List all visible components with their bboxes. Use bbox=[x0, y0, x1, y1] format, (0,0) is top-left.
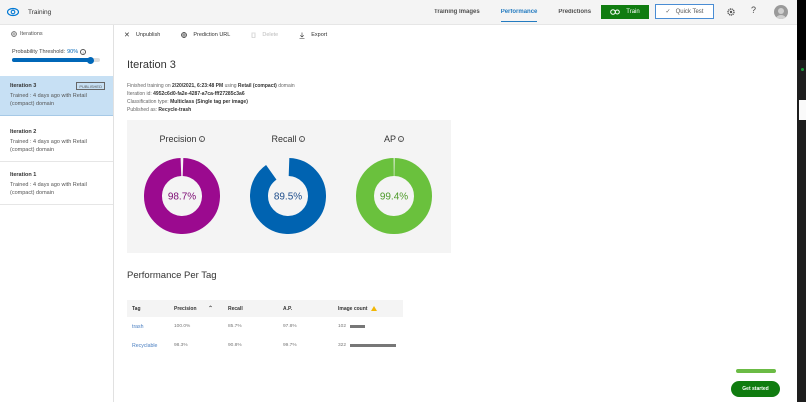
iteration-desc: Trained : 4 days ago with Retail (compac… bbox=[10, 93, 87, 107]
app-title: Training bbox=[28, 8, 52, 16]
classification-line: Classification type: Multiclass (Single … bbox=[127, 99, 248, 105]
download-icon bbox=[299, 32, 305, 39]
slider-fill bbox=[12, 58, 90, 62]
svg-text:99.4%: 99.4% bbox=[380, 192, 408, 203]
tag-link[interactable]: trash bbox=[132, 323, 144, 330]
close-icon: ✕ bbox=[124, 32, 130, 39]
export-button[interactable]: Export bbox=[299, 31, 327, 39]
cell-ap: 97.8% bbox=[283, 324, 297, 329]
cell-recall: 90.8% bbox=[228, 343, 242, 348]
brand[interactable]: Training bbox=[7, 6, 51, 18]
quick-test-label: Quick Test bbox=[675, 8, 704, 15]
info-icon[interactable]: i bbox=[198, 136, 205, 142]
precision-donut: 98.7% bbox=[144, 158, 220, 234]
get-started-button[interactable]: Get started bbox=[731, 381, 780, 397]
train-button[interactable]: Train bbox=[601, 5, 649, 19]
check-icon: ✓ bbox=[665, 9, 671, 15]
table-row: trash 100.0% 85.7% 97.8% 102 bbox=[127, 317, 403, 336]
progress-indicator bbox=[736, 369, 776, 373]
delete-button[interactable]: Delete bbox=[251, 31, 278, 39]
trash-icon bbox=[251, 32, 256, 38]
metrics-panel: Precision i 98.7% Recall i 89.5% AP i 99.4% bbox=[127, 120, 451, 253]
avatar[interactable] bbox=[774, 5, 788, 19]
recall-donut: 89.5% bbox=[250, 158, 326, 234]
performance-per-tag-title: Performance Per Tag bbox=[127, 270, 217, 281]
background-window bbox=[797, 0, 806, 402]
help-icon[interactable]: ? bbox=[751, 5, 757, 15]
col-image-count[interactable]: Image count bbox=[333, 306, 403, 312]
iterations-heading: Iterations bbox=[11, 31, 43, 37]
iteration-name: Iteration 3 bbox=[10, 83, 37, 89]
col-ap[interactable]: A.P. bbox=[283, 305, 293, 312]
iteration-name: Iteration 1 bbox=[10, 172, 37, 178]
tab-predictions[interactable]: Predictions bbox=[558, 9, 592, 15]
iterations-icon bbox=[11, 31, 17, 37]
eye-icon bbox=[7, 7, 19, 17]
quick-test-button[interactable]: ✓ Quick Test bbox=[655, 4, 714, 19]
cell-precision: 100.0% bbox=[174, 324, 191, 329]
iteration-desc: Trained : 4 days ago with Retail (compac… bbox=[10, 182, 87, 196]
iteration-item-2[interactable]: Iteration 2 Trained : 4 days ago with Re… bbox=[0, 122, 113, 162]
col-precision[interactable]: Precision ⌃ bbox=[174, 305, 214, 312]
info-icon[interactable]: i bbox=[80, 49, 87, 55]
cell-ap: 99.7% bbox=[283, 343, 297, 348]
top-bar: Training Training Images Performance Pre… bbox=[0, 0, 797, 25]
iterations-sidebar: Iterations Probability Threshold: 90% i … bbox=[0, 25, 114, 402]
iteration-details: Finished training on 2/20/2021, 6:23:48 … bbox=[127, 82, 295, 114]
col-recall[interactable]: Recall bbox=[228, 305, 243, 312]
iteration-item-3[interactable]: Iteration 3 PUBLISHED Trained : 4 days a… bbox=[0, 76, 113, 116]
per-tag-table: Tag Precision ⌃ Recall A.P. Image count t… bbox=[127, 300, 403, 355]
table-row: Recyclable 98.3% 90.8% 99.7% 322 bbox=[127, 336, 403, 355]
ap-donut: 99.4% bbox=[356, 158, 432, 234]
svg-text:98.7%: 98.7% bbox=[168, 192, 196, 203]
gears-icon bbox=[610, 9, 621, 15]
slider-thumb[interactable] bbox=[87, 56, 94, 64]
cell-recall: 85.7% bbox=[228, 324, 242, 329]
warning-icon bbox=[371, 306, 378, 311]
published-line: Published as: Recycle-trash bbox=[127, 107, 192, 113]
cell-precision: 98.3% bbox=[174, 343, 188, 348]
threshold-slider[interactable] bbox=[12, 56, 100, 64]
page-title: Iteration 3 bbox=[127, 59, 176, 71]
gear-icon[interactable] bbox=[727, 8, 735, 16]
finished-line: Finished training on 2/20/2021, 6:23:48 … bbox=[127, 83, 295, 89]
info-icon[interactable]: i bbox=[298, 136, 305, 142]
info-icon[interactable]: i bbox=[398, 136, 404, 142]
cell-image-count: 102 bbox=[333, 324, 403, 329]
iteration-item-1[interactable]: Iteration 1 Trained : 4 days ago with Re… bbox=[0, 165, 113, 205]
iteration-name: Iteration 2 bbox=[10, 129, 37, 135]
train-label: Train bbox=[626, 9, 640, 15]
threshold-value: 90% bbox=[67, 49, 79, 55]
unpublish-button[interactable]: ✕ Unpublish bbox=[124, 32, 161, 39]
main-content: ✕ Unpublish Prediction URL Delete Export … bbox=[115, 25, 797, 402]
command-bar: ✕ Unpublish Prediction URL Delete Export bbox=[124, 31, 348, 39]
tab-performance[interactable]: Performance bbox=[500, 0, 537, 25]
col-tag[interactable]: Tag bbox=[132, 305, 141, 312]
prediction-url-button[interactable]: Prediction URL bbox=[181, 31, 230, 39]
tag-link[interactable]: Recyclable bbox=[132, 342, 158, 349]
main-nav: Training Images Performance Predictions bbox=[434, 0, 612, 25]
table-header: Tag Precision ⌃ Recall A.P. Image count bbox=[127, 300, 403, 317]
globe-icon bbox=[181, 32, 188, 38]
svg-text:89.5%: 89.5% bbox=[274, 192, 302, 203]
iteration-desc: Trained : 4 days ago with Retail (compac… bbox=[10, 139, 87, 153]
tab-training-images[interactable]: Training Images bbox=[434, 9, 480, 15]
sort-asc-icon: ⌃ bbox=[208, 305, 214, 312]
probability-threshold: Probability Threshold: 90% i bbox=[12, 49, 87, 55]
count-bar bbox=[350, 344, 397, 347]
count-bar bbox=[350, 325, 366, 328]
iteration-id-line: Iteration id: 4952c6d0-fa2e-4287-a7ca-ff… bbox=[127, 91, 245, 97]
published-badge: PUBLISHED bbox=[76, 82, 105, 90]
cell-image-count: 322 bbox=[333, 343, 403, 348]
